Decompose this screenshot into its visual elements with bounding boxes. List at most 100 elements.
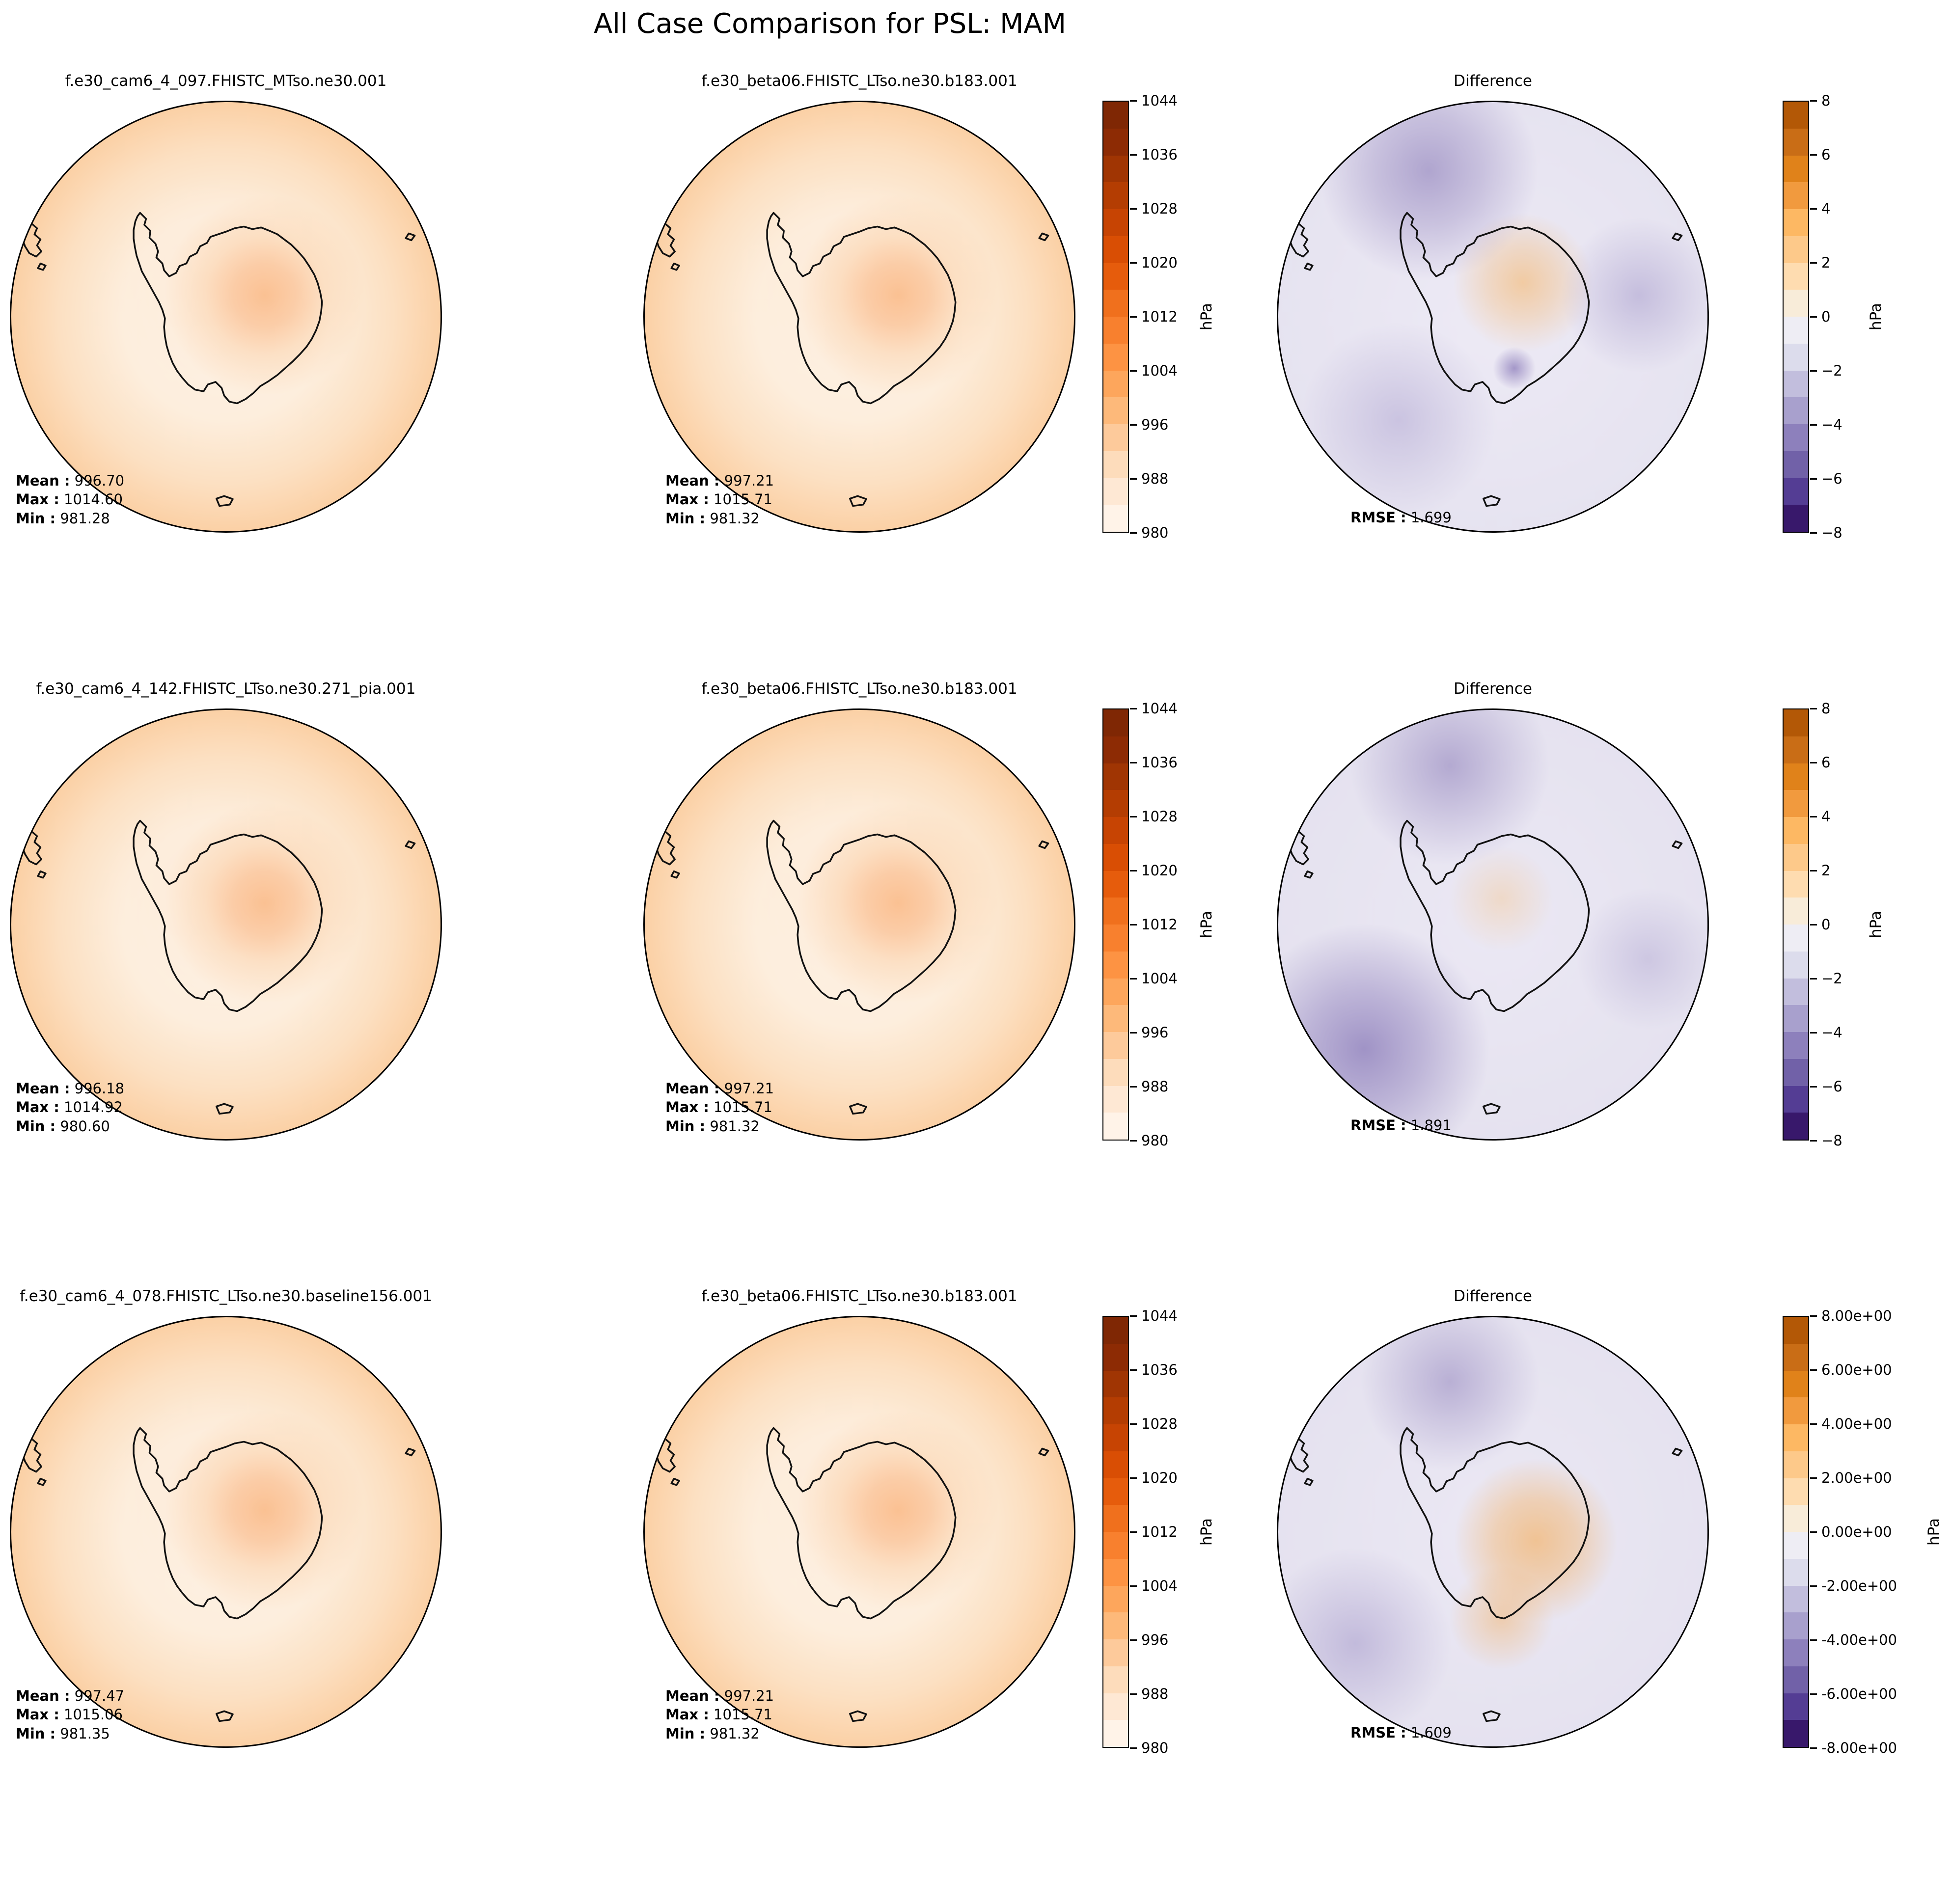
colorbar-tick-label: 1020 bbox=[1141, 254, 1178, 271]
panel-title: f.e30_cam6_4_078.FHISTC_LTso.ne30.baseli… bbox=[20, 1287, 432, 1305]
colorbar-tick-label: 1044 bbox=[1141, 700, 1178, 717]
colorbar-tick-label: 1012 bbox=[1141, 308, 1178, 325]
colorbar-tick-label: 6.00e+00 bbox=[1821, 1361, 1892, 1378]
colorbar-tick-label: -2.00e+00 bbox=[1821, 1578, 1897, 1594]
stat-label: RMSE : bbox=[1350, 1116, 1406, 1134]
colorbar-tick-label: 8.00e+00 bbox=[1821, 1307, 1892, 1324]
stat-value: 1014.92 bbox=[64, 1099, 123, 1116]
reference-map-panel: f.e30_beta06.FHISTC_LTso.ne30.b183.001 M… bbox=[643, 1284, 1075, 1748]
map-stats: Mean : 996.70 Max : 1014.60 Min : 981.28 bbox=[16, 471, 124, 528]
map-stats: Mean : 996.18 Max : 1014.92 Min : 980.60 bbox=[16, 1079, 124, 1136]
stat-label: Mean : bbox=[16, 1080, 70, 1097]
pressure-map-circle bbox=[643, 1316, 1075, 1748]
stat-max: Max : 1015.71 bbox=[665, 490, 774, 509]
comparison-row: f.e30_cam6_4_142.FHISTC_LTso.ne30.271_pi… bbox=[0, 677, 1952, 1241]
colorbar-unit-label: hPa bbox=[1867, 911, 1885, 938]
colorbar-tick-label: 988 bbox=[1141, 1686, 1169, 1702]
antarctica-coastline-icon bbox=[1288, 1427, 1683, 1722]
map-axes: Mean : 997.47 Max : 1015.06 Min : 981.35 bbox=[10, 1316, 442, 1748]
map-axes: RMSE : 1.891 bbox=[1277, 708, 1709, 1141]
stat-max: Max : 1015.06 bbox=[16, 1705, 124, 1724]
stat-value: 996.70 bbox=[74, 472, 125, 490]
panel-title: f.e30_beta06.FHISTC_LTso.ne30.b183.001 bbox=[701, 1287, 1017, 1305]
colorbar-tick-label: 988 bbox=[1141, 470, 1169, 487]
map-stats: Mean : 997.21 Max : 1015.71 Min : 981.32 bbox=[665, 471, 774, 528]
colorbar-tick-label: 1036 bbox=[1141, 146, 1178, 163]
stat-label: Min : bbox=[16, 1725, 56, 1742]
map-axes: RMSE : 1.699 bbox=[1277, 101, 1709, 533]
stat-label: Max : bbox=[665, 1099, 709, 1116]
stat-value: 1015.06 bbox=[64, 1706, 123, 1723]
colorbar-tick-label: 996 bbox=[1141, 1632, 1169, 1648]
colorbar-tick-label: −8 bbox=[1821, 1132, 1842, 1149]
stat-value: 981.32 bbox=[710, 1725, 760, 1742]
stat-mean: Mean : 997.47 bbox=[16, 1686, 124, 1705]
stat-max: Max : 1015.71 bbox=[665, 1098, 774, 1116]
colorbar-ticks: 1044 1036 1028 1020 1012 1004 996 988 98… bbox=[1130, 1307, 1238, 1756]
stat-value: 981.32 bbox=[710, 1117, 760, 1135]
figure-title: All Case Comparison for PSL: MAM bbox=[593, 8, 1067, 40]
colorbar-gradient bbox=[1783, 708, 1809, 1141]
stat-min: Min : 981.32 bbox=[665, 1117, 774, 1136]
stat-min: Min : 981.28 bbox=[16, 509, 124, 528]
stat-value: 1.699 bbox=[1410, 509, 1452, 526]
colorbar-tick-label: -6.00e+00 bbox=[1821, 1686, 1897, 1702]
colorbar-tick-label: 988 bbox=[1141, 1078, 1169, 1095]
stat-label: Mean : bbox=[16, 1687, 70, 1705]
colorbar-tick-label: 1004 bbox=[1141, 970, 1178, 987]
pressure-map-circle bbox=[643, 708, 1075, 1141]
stat-label: Mean : bbox=[665, 1080, 720, 1097]
colorbar-tick-label: 4 bbox=[1821, 808, 1831, 825]
difference-colorbar: 8.00e+00 6.00e+00 4.00e+00 2.00e+00 0.00… bbox=[1783, 1307, 1945, 1756]
stat-value: 997.21 bbox=[724, 1687, 774, 1705]
colorbar-tick-label: 1020 bbox=[1141, 862, 1178, 879]
stat-value: 1015.71 bbox=[714, 491, 772, 508]
stat-mean: Mean : 996.18 bbox=[16, 1079, 124, 1098]
antarctica-coastline-icon bbox=[654, 819, 1049, 1115]
stat-label: Min : bbox=[16, 1117, 56, 1135]
pressure-map-circle bbox=[10, 1316, 442, 1748]
difference-map-panel: Difference RMSE : 1.699 bbox=[1277, 69, 1709, 533]
map-axes: Mean : 996.70 Max : 1014.60 Min : 981.28 bbox=[10, 101, 442, 533]
stat-min: Min : 981.32 bbox=[665, 509, 774, 528]
pressure-colorbar: 1044 1036 1028 1020 1012 1004 996 988 98… bbox=[1102, 92, 1265, 541]
colorbar-unit-label: hPa bbox=[1198, 911, 1216, 938]
colorbar-tick-label: -8.00e+00 bbox=[1821, 1740, 1897, 1756]
stat-label: Min : bbox=[16, 510, 56, 527]
colorbar-unit-label: hPa bbox=[1925, 1518, 1943, 1546]
pressure-colorbar: 1044 1036 1028 1020 1012 1004 996 988 98… bbox=[1102, 1307, 1265, 1756]
colorbar-tick-label: 6 bbox=[1821, 754, 1831, 771]
colorbar-tick-label: −8 bbox=[1821, 524, 1842, 541]
stat-label: Max : bbox=[665, 1706, 709, 1723]
stat-rmse: RMSE : 1.609 bbox=[1350, 1723, 1452, 1742]
antarctica-coastline-icon bbox=[21, 819, 416, 1115]
map-axes: Mean : 997.21 Max : 1015.71 Min : 981.32 bbox=[643, 708, 1075, 1141]
comparison-row: f.e30_cam6_4_078.FHISTC_LTso.ne30.baseli… bbox=[0, 1284, 1952, 1849]
stat-label: Min : bbox=[665, 1725, 706, 1742]
stat-max: Max : 1014.92 bbox=[16, 1098, 124, 1116]
colorbar-tick-label: 1028 bbox=[1141, 1415, 1178, 1432]
case-map-panel: f.e30_cam6_4_142.FHISTC_LTso.ne30.271_pi… bbox=[10, 677, 442, 1141]
colorbar-gradient bbox=[1783, 1316, 1809, 1748]
colorbar-tick-label: 8 bbox=[1821, 92, 1831, 109]
colorbar-tick-label: −4 bbox=[1821, 416, 1842, 433]
colorbar-tick-label: −6 bbox=[1821, 1078, 1842, 1095]
colorbar-tick-label: 1004 bbox=[1141, 362, 1178, 379]
stat-value: 980.60 bbox=[60, 1117, 110, 1135]
stat-label: Mean : bbox=[16, 472, 70, 490]
colorbar-tick-label: 980 bbox=[1141, 1132, 1169, 1149]
colorbar-tick-label: 0 bbox=[1821, 308, 1831, 325]
stat-label: Mean : bbox=[665, 1687, 720, 1705]
antarctica-coastline-icon bbox=[654, 212, 1049, 507]
difference-map-circle bbox=[1277, 708, 1709, 1141]
pressure-colorbar: 1044 1036 1028 1020 1012 1004 996 988 98… bbox=[1102, 700, 1265, 1149]
stat-value: 997.21 bbox=[724, 472, 774, 490]
case-map-panel: f.e30_cam6_4_097.FHISTC_MTso.ne30.001 Me… bbox=[10, 69, 442, 533]
stat-label: RMSE : bbox=[1350, 509, 1406, 526]
stat-value: 1015.71 bbox=[714, 1706, 772, 1723]
map-stats: RMSE : 1.609 bbox=[1350, 1723, 1452, 1742]
stat-value: 981.35 bbox=[60, 1725, 110, 1742]
stat-mean: Mean : 997.21 bbox=[665, 1079, 774, 1098]
stat-max: Max : 1014.60 bbox=[16, 490, 124, 509]
colorbar-tick-label: 1044 bbox=[1141, 92, 1178, 109]
